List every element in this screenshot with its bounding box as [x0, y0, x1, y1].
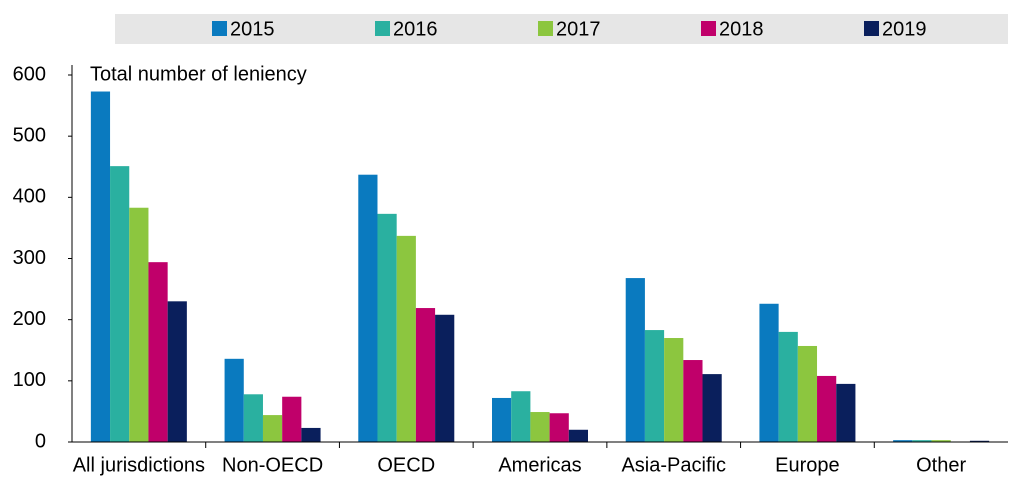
bar: [931, 440, 951, 442]
bar: [148, 262, 168, 442]
legend-swatch: [864, 21, 879, 36]
legend-swatch: [375, 21, 390, 36]
bar: [301, 427, 321, 442]
bar: [664, 338, 684, 442]
bar: [224, 358, 244, 442]
bar: [110, 166, 130, 442]
legend-label: 2018: [719, 18, 764, 40]
bar: [435, 314, 455, 442]
x-tick-label: Europe: [775, 454, 840, 476]
bar: [683, 360, 703, 442]
legend-label: 2017: [556, 18, 601, 40]
legend-swatch: [212, 21, 227, 36]
y-tick-label: 400: [13, 186, 46, 208]
legend-label: 2015: [230, 18, 275, 40]
bar: [358, 174, 378, 442]
bar: [969, 440, 990, 442]
bar: [511, 391, 531, 442]
y-tick-label: 600: [13, 63, 46, 85]
bar: [492, 397, 512, 442]
bar: [530, 412, 550, 442]
legend-swatch: [701, 21, 716, 36]
y-tick-label: 500: [13, 124, 46, 146]
bar: [568, 429, 588, 442]
x-tick-label: Asia-Pacific: [621, 454, 725, 476]
bar: [396, 235, 416, 442]
legend-background: [115, 14, 1008, 44]
bar: [836, 383, 856, 442]
legend-label: 2019: [882, 18, 927, 40]
y-tick-label: 100: [13, 369, 46, 391]
bar: [377, 213, 397, 442]
bar: [893, 440, 913, 442]
bar: [778, 331, 798, 442]
x-tick-label: Non-OECD: [222, 454, 323, 476]
bar: [759, 303, 779, 442]
legend-swatch: [538, 21, 553, 36]
bar: [817, 375, 837, 442]
y-tick-label: 0: [35, 430, 46, 452]
bar: [644, 330, 665, 442]
x-tick-label: All jurisdictions: [73, 454, 205, 476]
y-tick-label: 300: [13, 247, 46, 269]
bar: [90, 91, 111, 442]
bar: [797, 345, 818, 442]
bar: [625, 278, 645, 442]
bar: [262, 415, 283, 442]
bar: [282, 396, 302, 442]
bar: [129, 207, 149, 442]
bar: [415, 308, 436, 442]
bar: [549, 413, 569, 442]
bar: [243, 394, 263, 442]
legend-label: 2016: [393, 18, 438, 40]
bar: [912, 440, 932, 442]
annotation: Total number of leniency: [90, 63, 307, 85]
x-tick-label: Other: [916, 454, 966, 476]
bar: [702, 374, 722, 442]
x-tick-label: Americas: [498, 454, 581, 476]
y-tick-label: 200: [13, 308, 46, 330]
x-tick-label: OECD: [377, 454, 435, 476]
bar: [167, 301, 187, 442]
